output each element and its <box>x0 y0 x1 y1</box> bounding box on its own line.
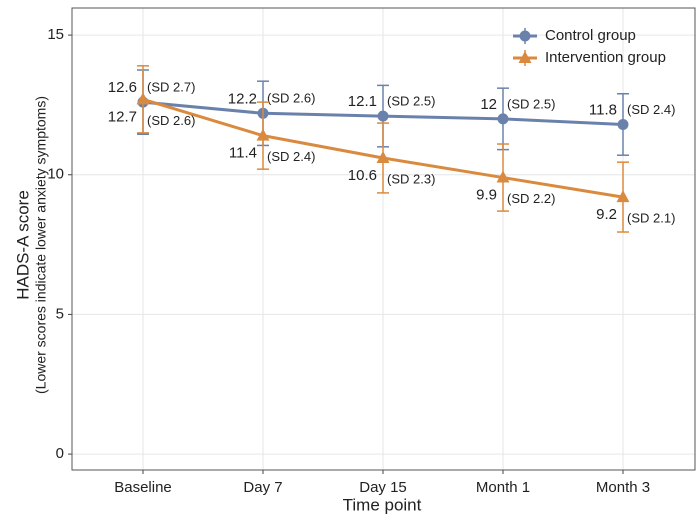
legend-label: Intervention group <box>545 49 666 66</box>
sd-label: (SD 2.1) <box>627 211 675 226</box>
point <box>136 92 150 105</box>
value-label: 10.6 <box>348 167 377 184</box>
value-label: 12.2 <box>228 90 257 107</box>
value-label: 9.9 <box>476 187 497 204</box>
point <box>617 118 629 130</box>
x-tick-label: Month 1 <box>476 479 530 496</box>
x-axis-title: Time point <box>343 495 422 514</box>
value-label: 12.1 <box>348 93 377 110</box>
value-label: 12.6 <box>108 79 137 96</box>
value-label: 11.4 <box>229 145 257 162</box>
y-tick-label: 5 <box>56 305 64 322</box>
legend-label: Control group <box>545 27 636 44</box>
sd-label: (SD 2.7) <box>147 80 195 95</box>
legend-marker <box>518 51 532 63</box>
point <box>256 128 270 141</box>
x-tick-label: Day 7 <box>243 479 282 496</box>
sd-label: (SD 2.3) <box>387 171 435 186</box>
x-tick-label: Baseline <box>114 479 172 496</box>
x-tick-label: Month 3 <box>596 479 650 496</box>
sd-label: (SD 2.5) <box>507 96 555 111</box>
value-label: 12 <box>480 96 497 113</box>
y-axis-subtitle: (Lower scores indicate lower anxiety sym… <box>33 96 49 394</box>
value-label: 11.8 <box>589 101 617 118</box>
sd-label: (SD 2.6) <box>267 91 315 106</box>
value-label: 9.2 <box>596 206 617 223</box>
point <box>376 150 390 163</box>
sd-label: (SD 2.5) <box>387 94 435 109</box>
legend-marker <box>519 30 531 42</box>
value-label: 12.7 <box>108 108 137 125</box>
plot-border <box>71 7 696 471</box>
y-tick-label: 15 <box>47 26 64 43</box>
point <box>377 110 389 122</box>
x-tick-label: Day 15 <box>359 479 407 496</box>
sd-label: (SD 2.2) <box>507 191 555 206</box>
y-tick-label: 0 <box>56 445 64 462</box>
sd-label: (SD 2.4) <box>627 102 675 117</box>
y-tick-label: 10 <box>47 166 64 183</box>
point <box>497 113 509 125</box>
point <box>496 170 510 183</box>
sd-label: (SD 2.4) <box>267 149 315 164</box>
sd-label: (SD 2.6) <box>147 113 195 128</box>
y-axis-title: HADS-A score <box>13 190 32 300</box>
point <box>616 190 630 203</box>
